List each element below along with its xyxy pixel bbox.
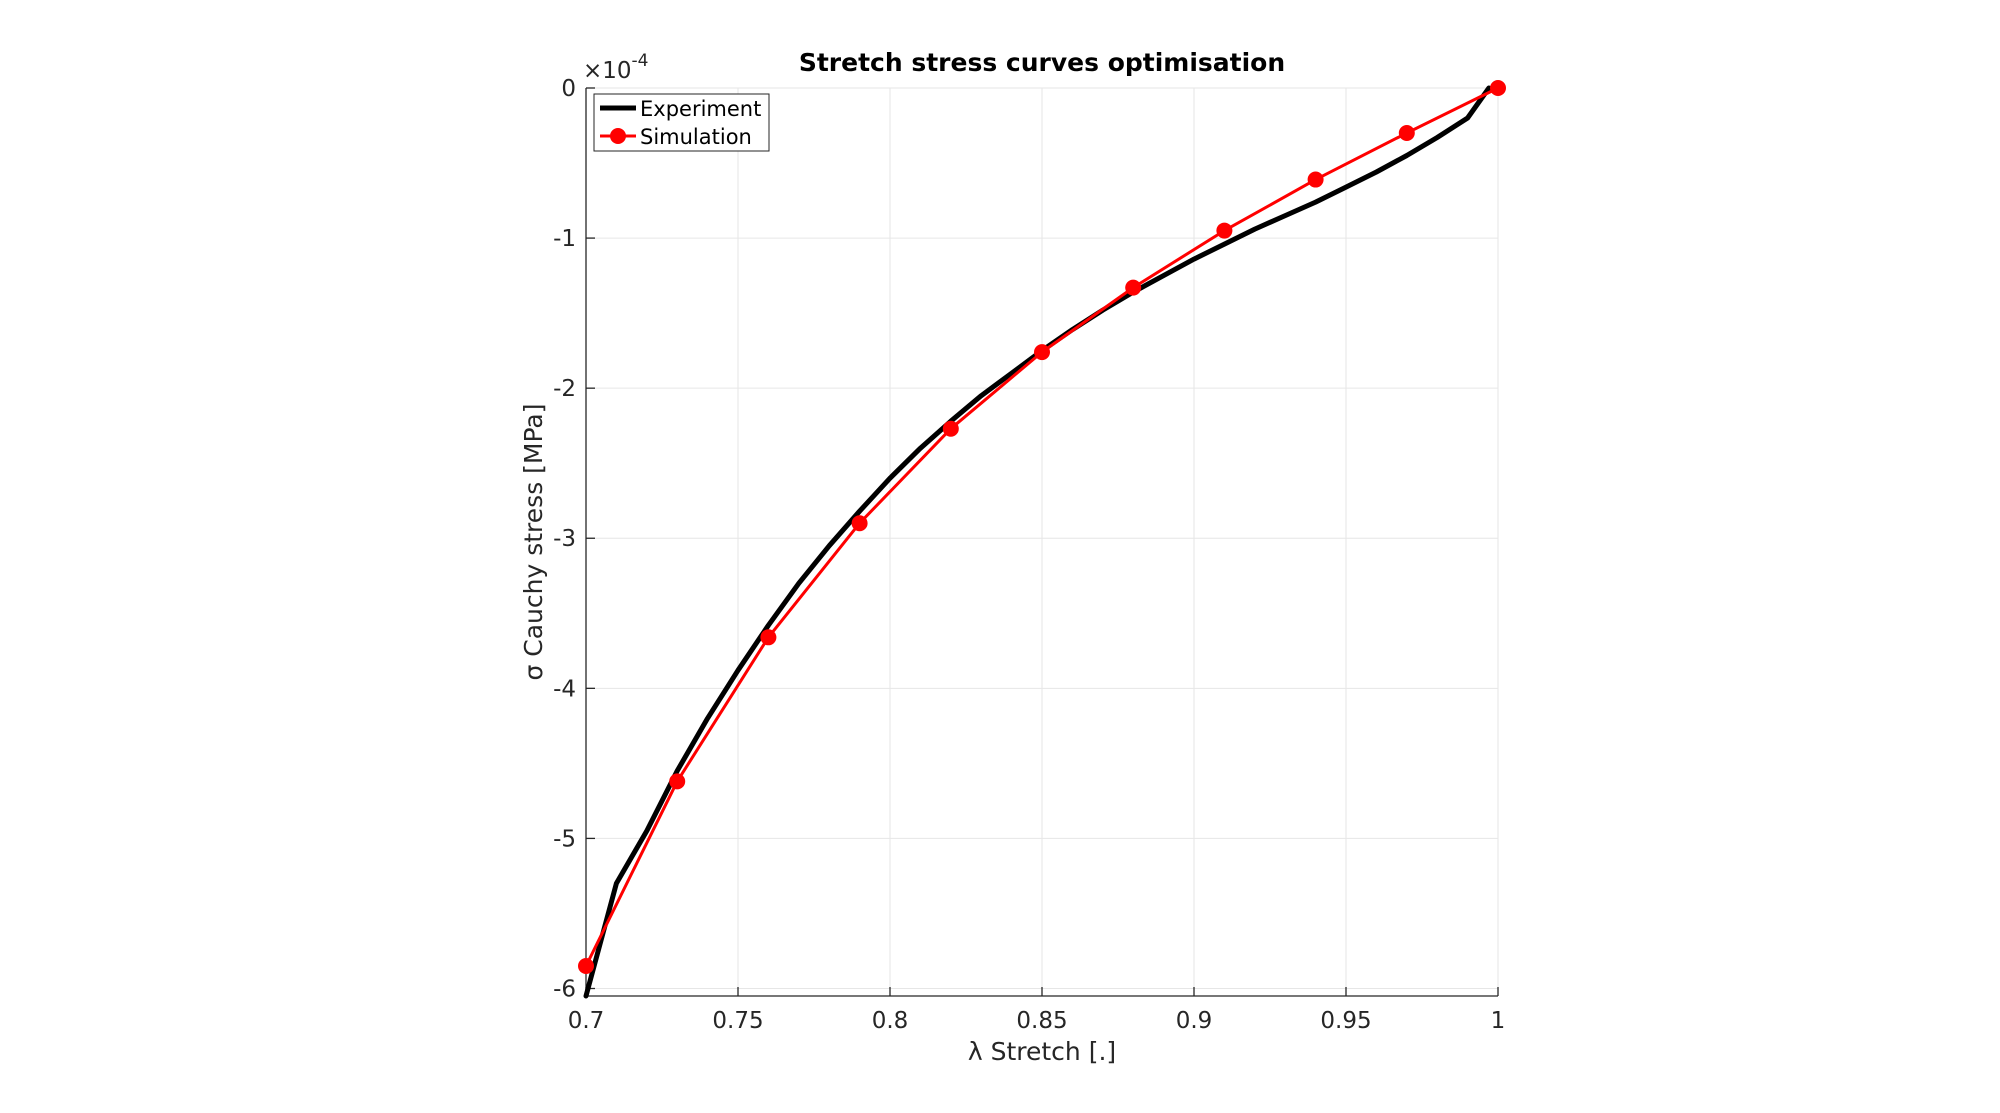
- simulation-point: [1307, 171, 1324, 188]
- simulation-point: [942, 420, 959, 437]
- x-tick-label: 0.8: [872, 1008, 909, 1034]
- simulation-point: [578, 957, 594, 974]
- y-tick-label: -6: [553, 976, 576, 1002]
- x-tick-label: 1: [1491, 1008, 1506, 1034]
- x-tick-label: 0.85: [1016, 1008, 1067, 1034]
- y-multiplier-exponent: -4: [632, 51, 649, 71]
- y-multiplier: ×10-4: [583, 51, 649, 84]
- x-tick-label: 0.95: [1320, 1008, 1371, 1034]
- x-tick-label: 0.9: [1176, 1008, 1213, 1034]
- x-tick-label: 0.7: [568, 1008, 605, 1034]
- y-multiplier-base: ×10: [583, 58, 632, 84]
- legend-experiment-label: Experiment: [640, 97, 761, 121]
- y-tick-label: -1: [553, 226, 576, 252]
- series-layer: [578, 80, 1506, 999]
- simulation-point: [760, 629, 777, 646]
- legend-simulation-swatch-marker: [610, 128, 626, 144]
- x-axis-label: λ Stretch [.]: [968, 1037, 1116, 1066]
- simulation-point: [851, 515, 868, 532]
- legend-simulation-label: Simulation: [640, 125, 752, 149]
- axes: 0.7 0.75 0.8 0.85 0.9 0.95 1 0 -1 -2 -3 -4 -5 -6: [553, 76, 1505, 1034]
- simulation-point: [1490, 80, 1506, 96]
- simulation-point: [1216, 222, 1233, 239]
- y-tick-label: -4: [553, 676, 576, 702]
- simulation-point: [1398, 125, 1415, 142]
- y-axis-label: σ Cauchy stress [MPa]: [519, 403, 548, 680]
- x-tick-label: 0.75: [712, 1008, 763, 1034]
- legend: Experiment Simulation: [593, 93, 770, 152]
- chart-title: Stretch stress curves optimisation: [799, 48, 1285, 77]
- y-tick-label: -2: [553, 376, 576, 402]
- simulation-point: [1034, 344, 1050, 361]
- y-tick-label: -3: [553, 526, 576, 552]
- y-tick-label: -5: [553, 826, 576, 852]
- simulation-point: [669, 773, 686, 790]
- simulation-point: [1125, 279, 1142, 296]
- y-tick-label: 0: [561, 76, 576, 102]
